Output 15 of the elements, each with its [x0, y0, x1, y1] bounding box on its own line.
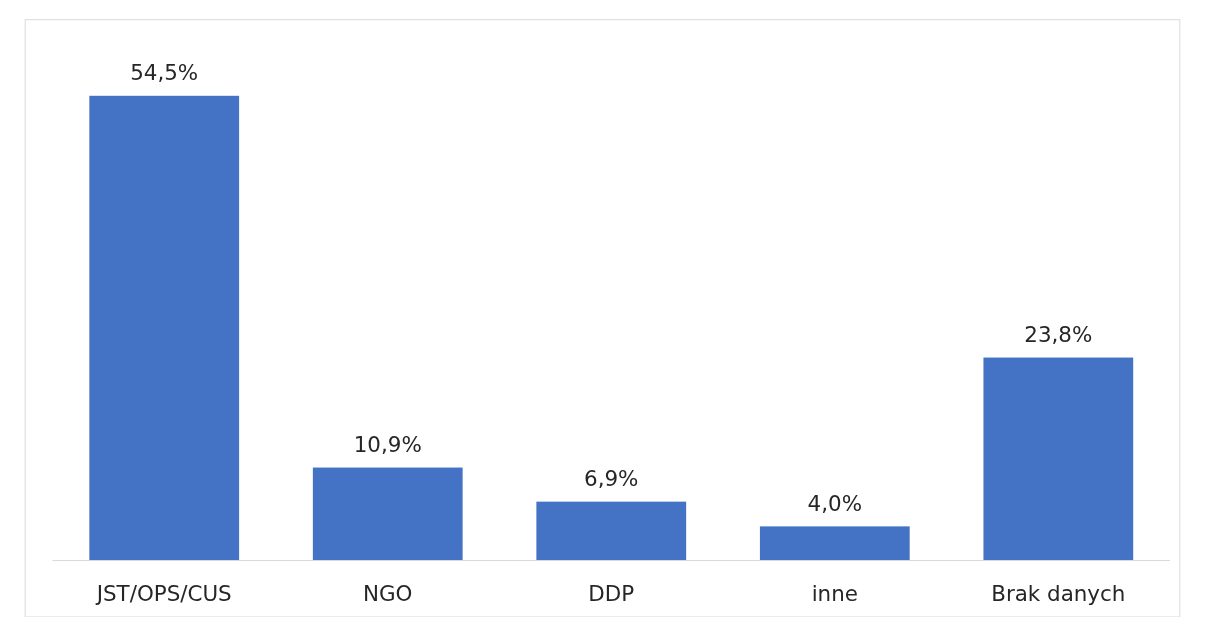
x-tick-label: Brak danych: [991, 581, 1126, 607]
x-tick-label: inne: [811, 581, 858, 607]
x-tick-label: NGO: [362, 581, 413, 607]
x-tick-label: DDP: [588, 581, 635, 607]
data-label: 4,0%: [807, 490, 863, 516]
data-label: 6,9%: [584, 466, 639, 492]
bar: [759, 526, 910, 561]
data-label: 54,5%: [130, 60, 199, 86]
x-tick-label: JST/OPS/CUS: [94, 581, 232, 607]
data-label: 23,8%: [1024, 321, 1093, 347]
bar: [312, 467, 463, 561]
bar: [983, 357, 1134, 561]
data-label: 10,9%: [353, 431, 422, 457]
bar: [89, 95, 240, 561]
bar: [536, 501, 687, 561]
